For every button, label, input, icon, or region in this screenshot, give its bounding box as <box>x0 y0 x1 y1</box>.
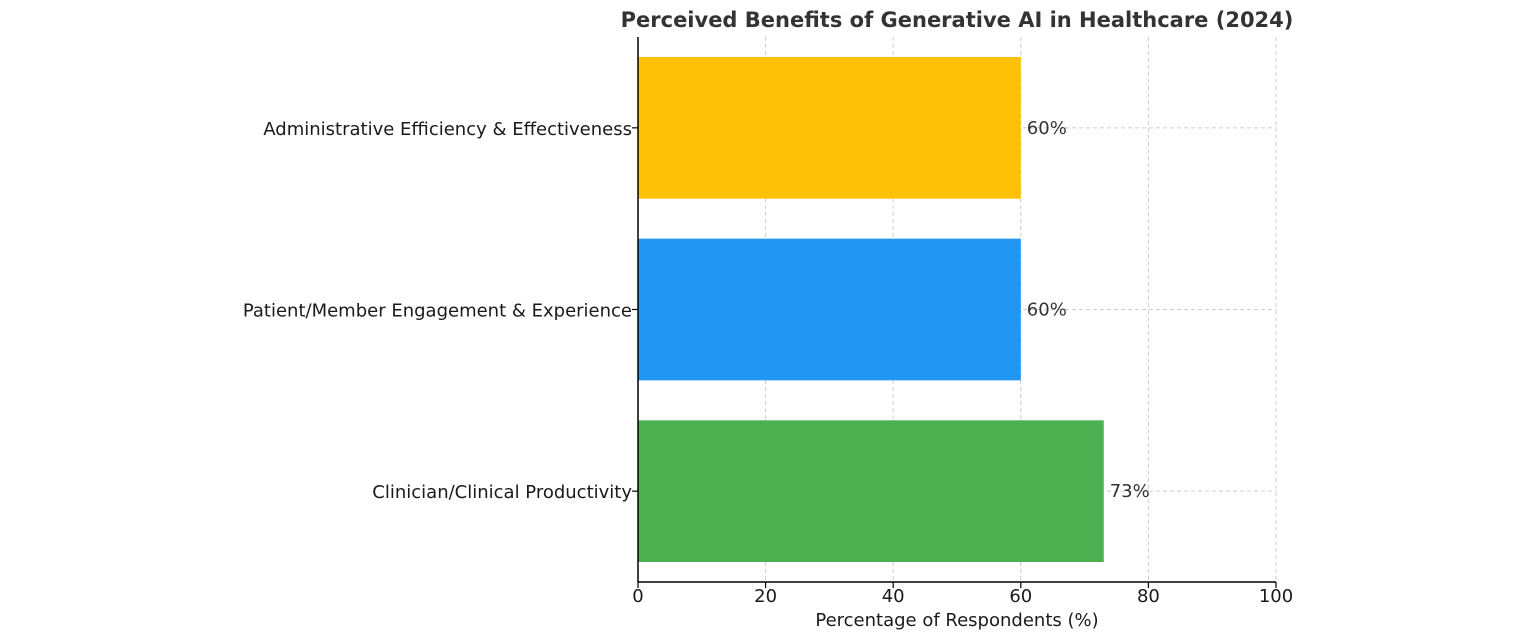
category-label: Patient/Member Engagement & Experience <box>243 301 632 322</box>
bar <box>638 420 1104 563</box>
x-tick-label: 20 <box>754 586 777 607</box>
bar-value-label: 73% <box>1110 481 1150 502</box>
x-axis-label: Percentage of Respondents (%) <box>815 610 1098 631</box>
x-tick-label: 40 <box>882 586 905 607</box>
x-tick-label: 0 <box>632 586 643 607</box>
bar <box>638 238 1021 381</box>
category-label: Administrative Efficiency & Effectivenes… <box>263 119 632 140</box>
x-tick-label: 100 <box>1259 586 1293 607</box>
chart-title: Perceived Benefits of Generative AI in H… <box>621 8 1294 32</box>
category-label: Clinician/Clinical Productivity <box>372 482 632 503</box>
bar-value-label: 60% <box>1027 118 1067 139</box>
x-tick-label: 60 <box>1009 586 1032 607</box>
bar <box>638 56 1021 199</box>
labels: 0 20 40 60 80 100 Administrative Efficiency & … <box>243 118 1293 607</box>
axes <box>632 37 1277 588</box>
bars <box>638 56 1104 563</box>
bar-value-label: 60% <box>1027 300 1067 321</box>
x-tick-label: 80 <box>1137 586 1160 607</box>
